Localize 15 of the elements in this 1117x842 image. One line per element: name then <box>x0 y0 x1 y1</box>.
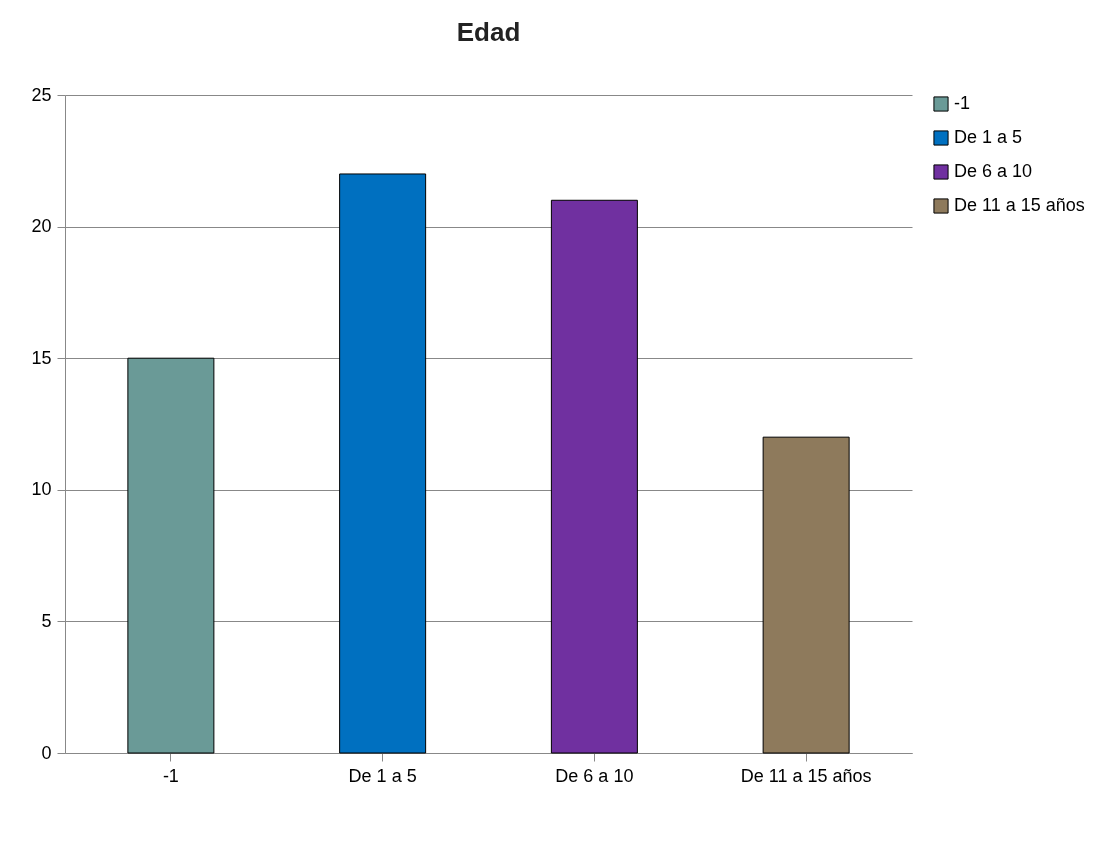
x-tick-label: De 6 a 10 <box>555 765 634 786</box>
y-tick-label: 20 <box>31 216 52 237</box>
y-tick-label: 15 <box>31 347 52 368</box>
legend-label: De 6 a 10 <box>954 161 1033 181</box>
y-tick-label: 25 <box>31 84 52 105</box>
legend-label: De 1 a 5 <box>954 127 1023 147</box>
y-tick-label: 0 <box>41 742 52 763</box>
y-tick-label: 10 <box>31 479 52 500</box>
y-tick-label: 5 <box>41 610 52 631</box>
chart-title: Edad <box>456 17 521 47</box>
x-tick-label: -1 <box>162 765 179 786</box>
x-tick-label: De 11 a 15 años <box>740 765 872 786</box>
legend-label: De 11 a 15 años <box>954 195 1085 215</box>
x-tick-label: De 1 a 5 <box>348 765 417 786</box>
legend-label: -1 <box>954 93 971 113</box>
